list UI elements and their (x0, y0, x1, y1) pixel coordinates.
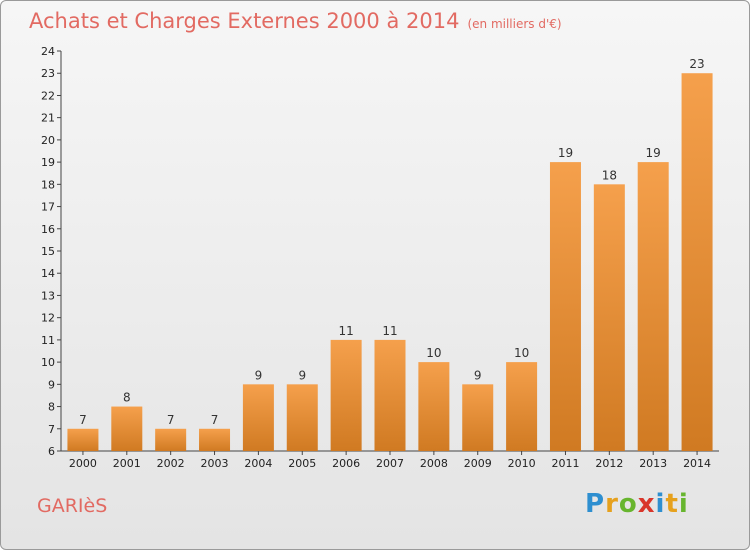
title-text: Achats et Charges Externes 2000 à 2014 (29, 9, 460, 33)
x-tick-label-2012: 2012 (595, 457, 623, 470)
bar-2003 (199, 428, 231, 451)
x-tick-label-2007: 2007 (376, 457, 404, 470)
proxiti-logo[interactable]: Proxiti (585, 489, 689, 519)
x-tick-label-2014: 2014 (683, 457, 711, 470)
x-tick-label-2004: 2004 (244, 457, 272, 470)
x-tick-label-2010: 2010 (508, 457, 536, 470)
data-label-2010: 10 (514, 346, 529, 360)
y-tick-label: 20 (41, 134, 55, 147)
bar-2005 (286, 384, 318, 451)
data-label-2004: 9 (255, 368, 263, 382)
bar-2010 (506, 362, 538, 451)
x-tick-label-2005: 2005 (288, 457, 316, 470)
data-label-2011: 19 (558, 146, 573, 160)
data-label-2005: 9 (298, 368, 306, 382)
data-label-2006: 11 (338, 324, 353, 338)
bar-2012 (593, 184, 625, 452)
bar-2011 (549, 162, 581, 451)
data-label-2014: 23 (689, 57, 704, 71)
unit-label: (en milliers d'€) (467, 17, 562, 31)
x-tick-label-2006: 2006 (332, 457, 360, 470)
data-label-2008: 10 (426, 346, 441, 360)
data-label-2001: 8 (123, 391, 131, 405)
x-tick-label-2001: 2001 (113, 457, 141, 470)
logo-letter: t (665, 489, 679, 519)
y-tick-label: 18 (41, 178, 55, 191)
logo-letter: x (637, 489, 656, 519)
x-tick-label-2008: 2008 (420, 457, 448, 470)
y-tick-label: 13 (41, 289, 55, 302)
bar-2004 (242, 384, 274, 451)
x-tick-label-2000: 2000 (69, 457, 97, 470)
y-tick-label: 10 (41, 356, 55, 369)
y-tick-label: 7 (48, 423, 55, 436)
y-tick-label: 22 (41, 89, 55, 102)
chart-title: Achats et Charges Externes 2000 à 2014 (e… (29, 9, 562, 33)
logo-letter: i (678, 489, 689, 519)
data-label-2009: 9 (474, 368, 482, 382)
bar-2008 (418, 362, 450, 451)
bars: 7 2000 8 2001 7 2002 7 2003 9 2004 9 2005 11 2006 11 20… (67, 57, 713, 470)
data-label-2012: 18 (602, 168, 617, 182)
axes: 6 7 8 9 10 11 12 13 14 15 16 17 18 19 20 21 22 23 24 (41, 45, 719, 458)
bar-2014 (681, 73, 713, 451)
y-tick-label: 12 (41, 312, 55, 325)
logo-letter: P (585, 489, 606, 519)
y-tick-label: 19 (41, 156, 55, 169)
x-tick-label-2009: 2009 (464, 457, 492, 470)
y-tick-label: 9 (48, 378, 55, 391)
y-tick-label: 8 (48, 401, 55, 414)
logo-letter: r (605, 489, 619, 519)
data-label-2000: 7 (79, 413, 87, 427)
logo-letter: i (655, 489, 666, 519)
bar-2001 (111, 406, 143, 451)
logo-letter: o (618, 489, 638, 519)
data-label-2002: 7 (167, 413, 175, 427)
y-tick-label: 24 (41, 45, 55, 58)
y-tick-label: 6 (48, 445, 55, 458)
y-tick-label: 17 (41, 201, 55, 214)
bar-2013 (637, 162, 669, 451)
y-tick-label: 21 (41, 112, 55, 125)
x-tick-label-2011: 2011 (551, 457, 579, 470)
y-tick-label: 14 (41, 267, 55, 280)
data-label-2003: 7 (211, 413, 219, 427)
x-tick-label-2002: 2002 (157, 457, 185, 470)
data-label-2007: 11 (382, 324, 397, 338)
bar-2002 (155, 428, 187, 451)
data-label-2013: 19 (646, 146, 661, 160)
x-tick-label-2013: 2013 (639, 457, 667, 470)
bar-2006 (330, 339, 362, 451)
y-tick-label: 11 (41, 334, 55, 347)
y-tick-label: 16 (41, 223, 55, 236)
bar-2007 (374, 339, 406, 451)
bar-2000 (67, 428, 99, 451)
bar-2009 (462, 384, 494, 451)
commune-name: GARIèS (37, 495, 108, 517)
x-tick-label-2003: 2003 (201, 457, 229, 470)
y-tick-label: 23 (41, 67, 55, 80)
y-tick-label: 15 (41, 245, 55, 258)
